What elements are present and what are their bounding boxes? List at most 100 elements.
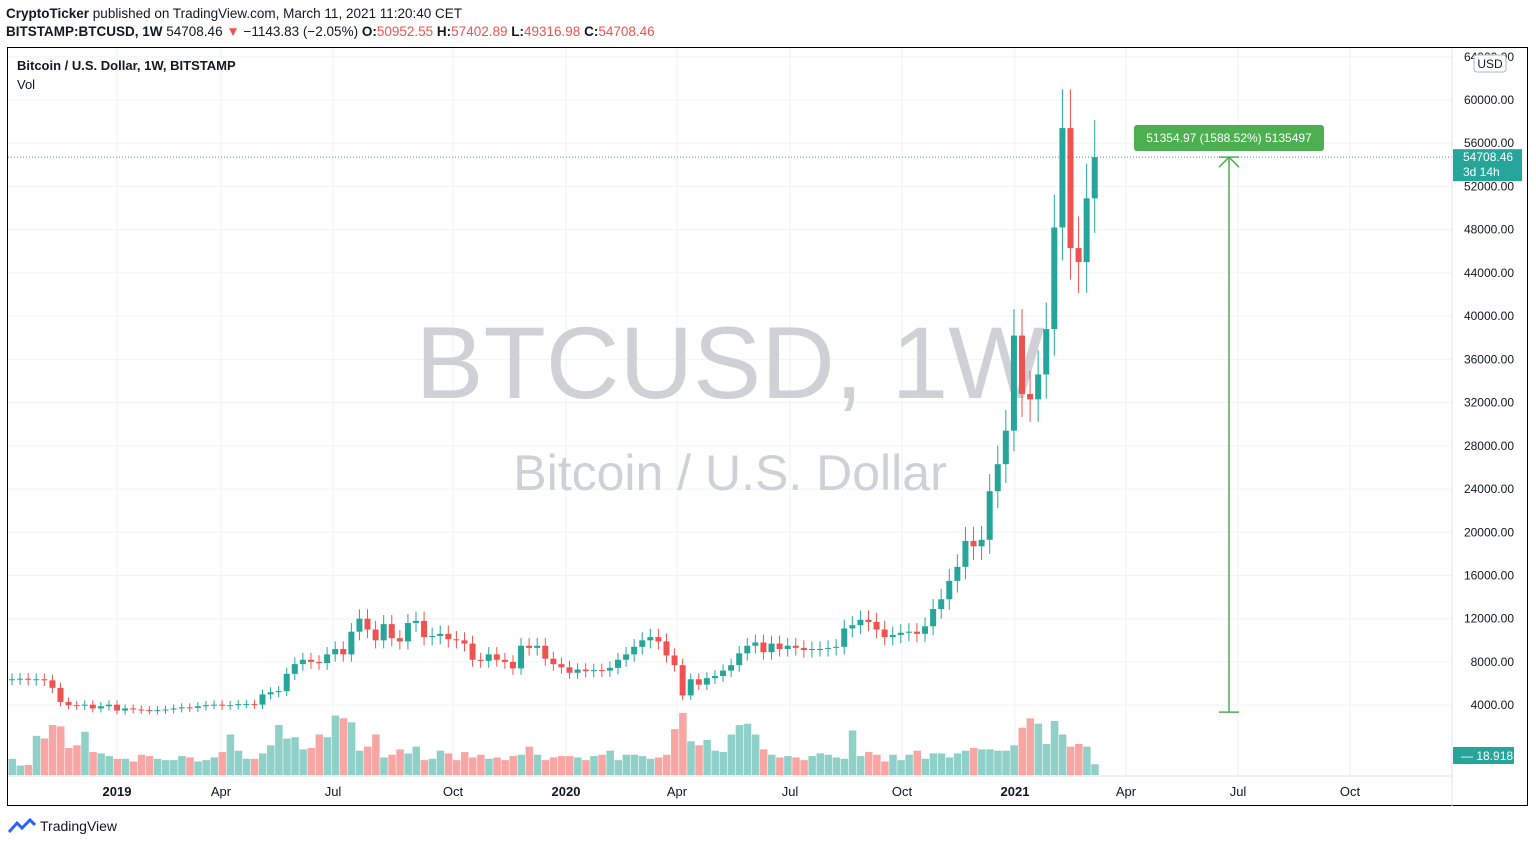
candle-body [194, 706, 201, 708]
candle-body [364, 618, 371, 630]
candle-body [841, 628, 848, 647]
candle-body [509, 661, 516, 669]
time-tick-label: Apr [1116, 784, 1137, 799]
time-tick-label: 2020 [552, 784, 581, 799]
close-value: 54708.46 [598, 24, 655, 39]
bar-countdown: 3d 14h [1463, 165, 1500, 179]
volume-bar [1058, 734, 1067, 775]
volume-bar [582, 760, 590, 775]
candle-body [146, 710, 153, 712]
volume-bar [646, 758, 655, 775]
volume-bar [986, 749, 994, 775]
volume-bar [848, 730, 857, 775]
price-tick-label: 20000.00 [1464, 525, 1514, 539]
price-tick-label: 48000.00 [1464, 223, 1514, 237]
volume-last-value: — 18.918K [1461, 749, 1521, 763]
currency-badge [1473, 54, 1507, 73]
candle-body [598, 670, 605, 672]
candle-body [170, 708, 177, 710]
candle-body [17, 678, 24, 680]
volume-bar [299, 749, 307, 775]
candle-body [227, 705, 234, 707]
volume-bar [1002, 750, 1010, 775]
volume-bar [242, 758, 251, 775]
volume-bar [178, 756, 186, 775]
candle-body [243, 704, 250, 706]
candle-body [615, 659, 621, 668]
volume-bar [226, 734, 235, 775]
volume-bar [566, 756, 574, 775]
candle-body [89, 704, 96, 709]
volume-bar [1083, 746, 1091, 775]
volume-bar [614, 760, 622, 775]
candle-body [752, 642, 759, 646]
volume-bar [800, 760, 808, 775]
volume-bar [396, 749, 404, 775]
candle-body [429, 636, 436, 638]
low-value: 49316.98 [524, 24, 581, 39]
candle-body [582, 669, 589, 672]
candle-body [25, 678, 32, 680]
volume-bar [727, 734, 736, 775]
volume-bar [679, 712, 687, 775]
candle-body [49, 680, 56, 688]
volume-bar [913, 750, 921, 775]
candle-body [671, 655, 678, 666]
candle-body [639, 640, 646, 647]
author-name[interactable]: CryptoTicker [6, 6, 90, 21]
candle-body [881, 629, 888, 638]
ohlc-line: BITSTAMP:BTCUSD, 1W 54708.46 ▼ −1143.83 … [6, 24, 655, 39]
candle-body [372, 629, 379, 641]
price-tick-label: 28000.00 [1464, 439, 1514, 453]
candle-body [1075, 248, 1082, 263]
symbol-label: BITSTAMP:BTCUSD, 1W [6, 24, 163, 39]
volume-bar [1026, 718, 1035, 775]
time-tick-label: Jul [325, 784, 342, 799]
candle-body [57, 687, 64, 702]
candle-body [138, 709, 145, 711]
candle-body [283, 673, 290, 692]
candle-body [784, 645, 791, 649]
tradingview-logo-icon [8, 818, 36, 833]
time-tick-label: Apr [211, 784, 232, 799]
volume-bar [40, 738, 49, 775]
candle-body [1051, 227, 1058, 330]
candle-body [453, 639, 460, 641]
watermark-name: Bitcoin / U.S. Dollar [513, 445, 946, 501]
candle-body [469, 643, 476, 660]
candle-body [202, 705, 209, 707]
candle-body [348, 631, 355, 655]
candle-body [1083, 198, 1090, 263]
volume-bar [388, 754, 396, 775]
volume-bar [1091, 764, 1099, 775]
volume-bar [477, 754, 485, 775]
volume-bar [452, 760, 461, 775]
volume-bar [816, 753, 824, 775]
volume-bar [73, 745, 81, 775]
candle-body [833, 646, 840, 648]
volume-bar [961, 750, 970, 775]
volume-bar [541, 760, 550, 775]
measure-label-box [1134, 125, 1324, 151]
volume-bar [428, 758, 437, 775]
candle-body [1043, 329, 1050, 375]
candle-body [647, 637, 654, 641]
volume-bar [735, 725, 744, 775]
time-tick-label: Jul [782, 784, 799, 799]
volume-bar [533, 754, 542, 775]
time-tick-label: Apr [667, 784, 688, 799]
low-label: L: [511, 24, 524, 39]
volume-bar [444, 753, 453, 775]
tradingview-logo[interactable]: TradingView [8, 818, 117, 834]
candle-body [437, 633, 444, 637]
volume-bar [210, 757, 218, 775]
candle-body [663, 641, 670, 656]
candle-body [889, 634, 896, 638]
volume-bar [929, 753, 938, 775]
candle-body [235, 704, 242, 706]
volume-bar [460, 752, 469, 775]
volume-bar [590, 756, 598, 775]
candle-body [825, 647, 832, 649]
candle-body [413, 620, 419, 624]
